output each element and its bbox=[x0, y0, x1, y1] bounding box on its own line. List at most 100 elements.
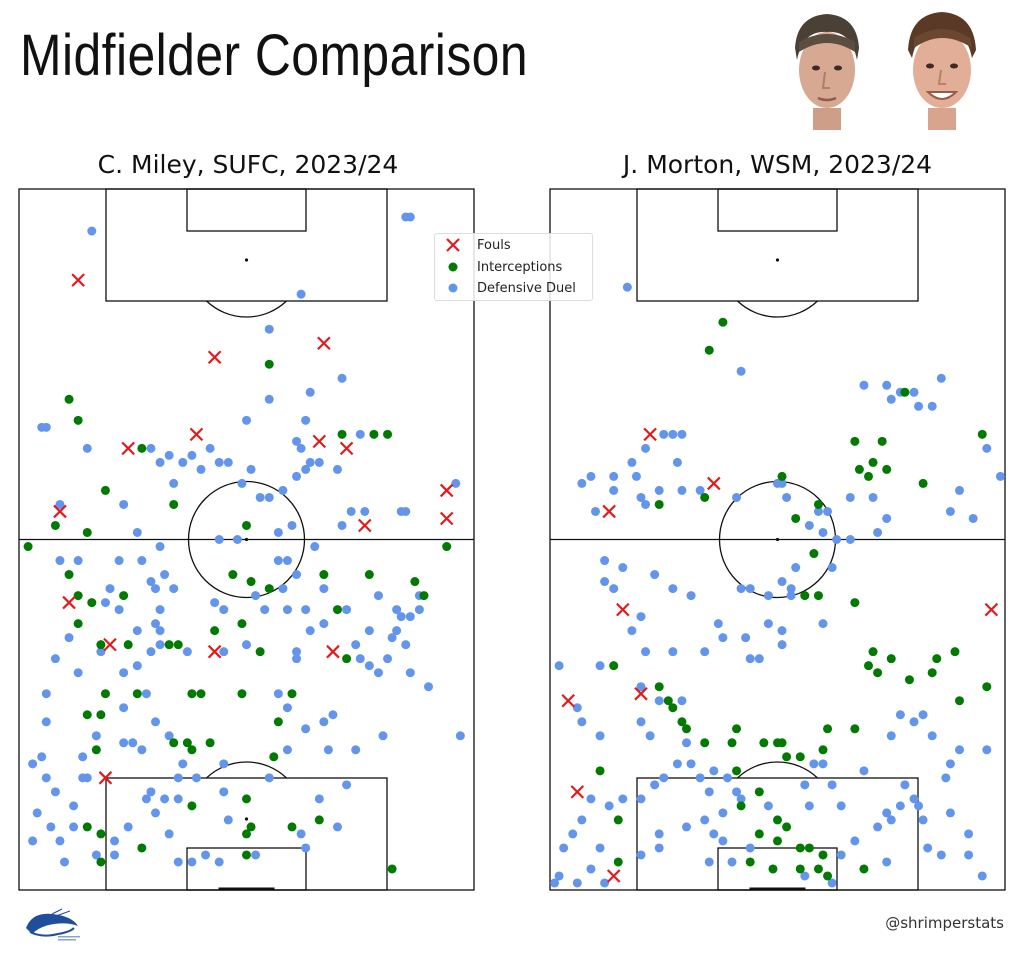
defensive-duel-point bbox=[50, 787, 60, 797]
interception-point bbox=[864, 661, 873, 671]
defensive-duel-point bbox=[60, 857, 69, 867]
interception-point bbox=[700, 738, 710, 748]
foul-marker bbox=[53, 504, 67, 519]
interception-point bbox=[813, 499, 823, 509]
defensive-duel-point bbox=[396, 612, 406, 622]
defensive-duel-point bbox=[718, 808, 728, 818]
interception-point bbox=[859, 864, 869, 874]
defensive-duel-point bbox=[882, 513, 892, 523]
interception-point bbox=[273, 717, 283, 727]
interception-point bbox=[82, 710, 92, 720]
foul-marker bbox=[121, 441, 135, 456]
penalty-box-bottom bbox=[636, 777, 919, 891]
interception-point bbox=[795, 864, 805, 874]
defensive-duel-point bbox=[364, 626, 374, 636]
defensive-duel-point bbox=[146, 443, 156, 453]
defensive-duel-point bbox=[292, 570, 302, 580]
defensive-duel-point bbox=[818, 759, 828, 769]
defensive-duel-point bbox=[219, 759, 229, 769]
interception-point bbox=[137, 443, 147, 453]
legend: Fouls Interceptions Defensive Duel bbox=[434, 233, 593, 301]
interception-point bbox=[982, 682, 992, 692]
interception-point bbox=[205, 738, 215, 748]
penalty-spot-top bbox=[775, 258, 780, 262]
interception-point bbox=[791, 513, 801, 523]
interception-point bbox=[882, 464, 892, 474]
defensive-duel-point bbox=[323, 745, 333, 755]
defensive-duel-point bbox=[282, 556, 292, 566]
defensive-duel-point bbox=[677, 429, 687, 439]
defensive-duel-point bbox=[123, 822, 133, 832]
defensive-duel-point bbox=[360, 506, 370, 516]
interception-point bbox=[663, 696, 673, 706]
defensive-duel-point bbox=[155, 640, 165, 650]
defensive-duel-point bbox=[160, 570, 170, 580]
defensive-duel-point bbox=[718, 633, 728, 643]
defensive-duel-point bbox=[292, 471, 302, 481]
interception-point bbox=[87, 598, 97, 608]
defensive-duel-point bbox=[223, 815, 233, 825]
legend-duels-label: Defensive Duel bbox=[477, 280, 576, 296]
defensive-duel-point bbox=[604, 801, 614, 811]
defensive-duel-point bbox=[995, 471, 1005, 481]
defensive-duel-point bbox=[645, 731, 655, 741]
defensive-duel-point bbox=[964, 829, 974, 839]
defensive-duel-point bbox=[82, 773, 92, 783]
player-photo-miley bbox=[785, 8, 867, 130]
defensive-duel-point bbox=[918, 710, 928, 720]
defensive-duel-point bbox=[595, 661, 605, 671]
defensive-duel-point bbox=[305, 387, 315, 397]
defensive-duel-point bbox=[301, 415, 311, 425]
defensive-duel-point bbox=[355, 654, 365, 664]
defensive-duel-point bbox=[87, 226, 97, 236]
interception-point bbox=[677, 717, 687, 727]
defensive-duel-point bbox=[945, 808, 955, 818]
interception-point bbox=[314, 815, 324, 825]
defensive-duel-point bbox=[550, 878, 560, 888]
defensive-duel-point bbox=[900, 780, 910, 790]
defensive-duel-point bbox=[337, 373, 347, 383]
defensive-duel-point bbox=[672, 457, 682, 467]
defensive-duel-point bbox=[96, 647, 106, 657]
interception-point bbox=[246, 822, 256, 832]
defensive-duel-point bbox=[622, 282, 632, 292]
defensive-duel-point bbox=[214, 857, 224, 867]
defensive-duel-point bbox=[586, 471, 596, 481]
legend-fouls-marker bbox=[446, 238, 460, 252]
defensive-duel-point bbox=[282, 703, 292, 713]
defensive-duel-point bbox=[110, 836, 120, 846]
defensive-duel-point bbox=[859, 380, 869, 390]
defensive-duel-point bbox=[78, 752, 88, 762]
defensive-duel-point bbox=[292, 654, 302, 664]
defensive-duel-point bbox=[155, 605, 165, 615]
interception-point bbox=[823, 871, 833, 881]
defensive-duel-point bbox=[264, 324, 274, 334]
defensive-duel-point bbox=[137, 745, 147, 755]
defensive-duel-point bbox=[968, 513, 978, 523]
interception-point bbox=[264, 584, 274, 594]
defensive-duel-point bbox=[618, 563, 628, 573]
interception-point bbox=[50, 520, 60, 530]
defensive-duel-point bbox=[333, 822, 342, 832]
defensive-duel-point bbox=[201, 850, 211, 860]
defensive-duel-point bbox=[219, 605, 229, 615]
defensive-duel-point bbox=[600, 577, 610, 587]
defensive-duel-point bbox=[119, 668, 129, 678]
defensive-duel-point bbox=[392, 605, 402, 615]
six-yard-box-top bbox=[717, 188, 838, 232]
defensive-duel-point bbox=[455, 731, 465, 741]
defensive-duel-point bbox=[100, 598, 110, 608]
interception-point bbox=[187, 745, 197, 755]
defensive-duel-point bbox=[832, 535, 842, 544]
interception-point bbox=[242, 829, 251, 839]
interception-point bbox=[242, 520, 251, 530]
foul-marker bbox=[62, 595, 76, 610]
defensive-duel-point bbox=[242, 640, 251, 650]
defensive-duel-point bbox=[64, 633, 74, 643]
foul-marker bbox=[634, 686, 648, 701]
defensive-duel-point bbox=[137, 556, 147, 566]
interception-point bbox=[73, 591, 83, 601]
defensive-duel-point bbox=[918, 815, 928, 825]
legend-fouls-label: Fouls bbox=[477, 237, 511, 253]
interception-point bbox=[242, 850, 251, 860]
